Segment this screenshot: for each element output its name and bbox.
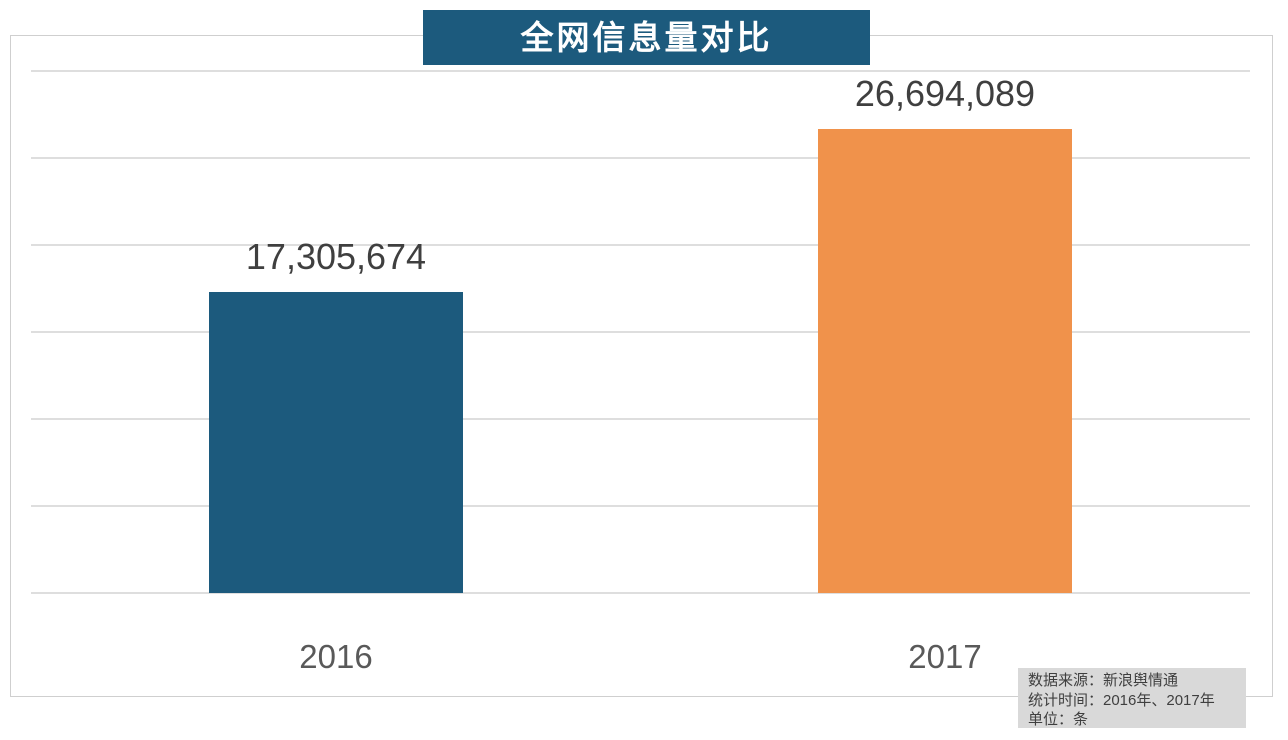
gridline bbox=[31, 418, 1250, 420]
bar-2016 bbox=[209, 292, 463, 593]
gridline bbox=[31, 244, 1250, 246]
x-axis-label-2017: 2017 bbox=[908, 638, 982, 675]
bar-2017 bbox=[818, 129, 1072, 593]
source-line-datasource: 数据来源：新浪舆情通 bbox=[1028, 672, 1179, 689]
gridline bbox=[31, 331, 1250, 333]
plot-area-border bbox=[10, 35, 1273, 697]
bar-value-label-2017: 26,694,089 bbox=[854, 73, 1036, 114]
gridline bbox=[31, 157, 1250, 159]
source-line-unit: 单位：条 bbox=[1028, 711, 1089, 728]
gridline bbox=[31, 592, 1250, 594]
chart-title: 全网信息量对比 bbox=[423, 10, 870, 65]
x-axis-label-2016: 2016 bbox=[299, 638, 373, 675]
source-note-box: 数据来源：新浪舆情通 统计时间：2016年、2017年 单位：条 bbox=[1018, 668, 1246, 728]
gridline bbox=[31, 505, 1250, 507]
bar-value-label-2016: 17,305,674 bbox=[245, 236, 427, 277]
gridline bbox=[31, 70, 1250, 72]
source-line-period: 统计时间：2016年、2017年 bbox=[1028, 691, 1215, 709]
